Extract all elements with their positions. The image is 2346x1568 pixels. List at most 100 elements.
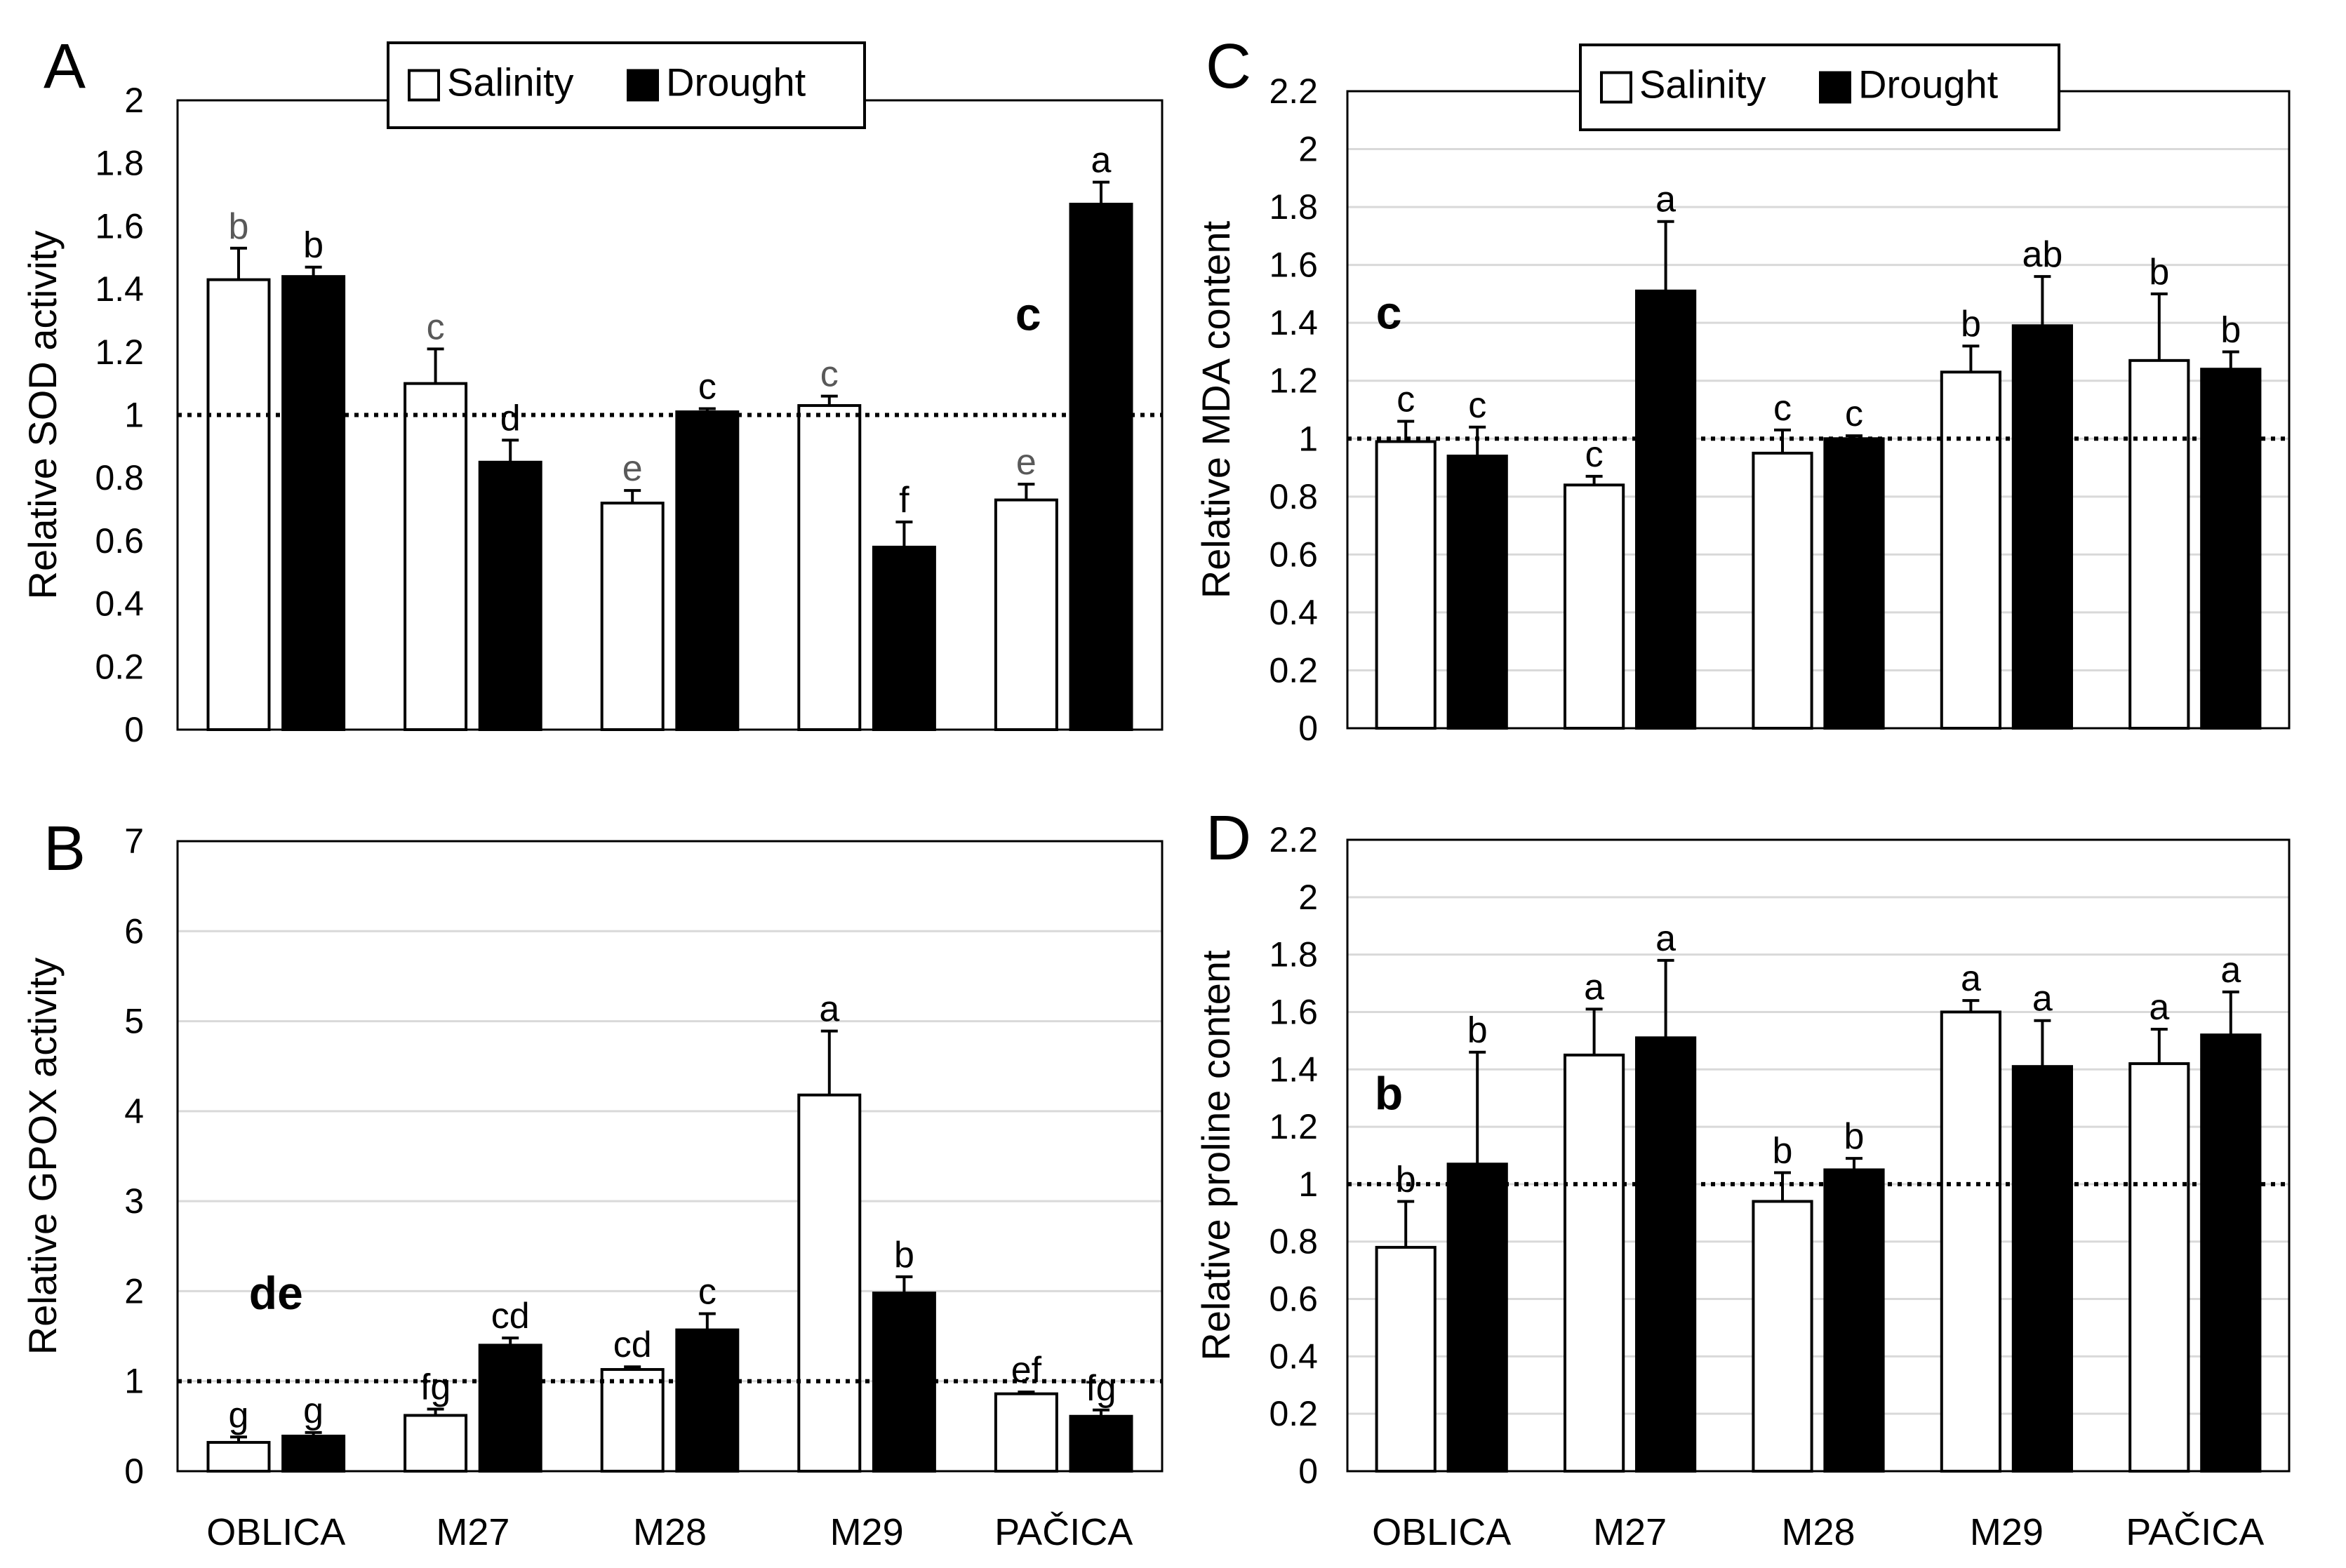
significance-letter: e (622, 448, 643, 489)
salinity-bar (1752, 1200, 1813, 1473)
y-tick-label: 2 (1298, 130, 1318, 169)
significance-letter: b (1773, 1131, 1793, 1172)
y-tick-label: 1.8 (95, 144, 144, 183)
drought-bar (675, 410, 740, 731)
salinity-bar (206, 278, 271, 731)
y-tick-label: 1.4 (1269, 1050, 1318, 1089)
y-tick-label: 5 (124, 1002, 144, 1041)
significance-letter: a (819, 989, 839, 1030)
significance-letter: cd (613, 1325, 652, 1365)
x-category-label: M29 (830, 1511, 904, 1553)
significance-letter: a (1655, 180, 1676, 220)
y-tick-label: 0.4 (1269, 593, 1318, 632)
salinity-bar (2128, 359, 2190, 730)
salinity-bar (1375, 1245, 1437, 1473)
salinity-bar (994, 1392, 1058, 1473)
significance-letter: c (427, 307, 445, 347)
significance-letter: a (2149, 987, 2169, 1028)
legend-label-drought: Drought (1858, 62, 1999, 107)
drought-bar (872, 545, 936, 731)
x-category-label: OBLICA (1372, 1511, 1511, 1553)
panel-c-mda-chart: 0 0.2 0.4 0.6 0.8 1 1.2 1.4 1.6 1.8 2 2.2 Relative M… (1194, 43, 2291, 748)
significance-letter: f (899, 480, 909, 521)
significance-letter: b (303, 225, 324, 266)
significance-letter: c (698, 1272, 717, 1313)
salinity-bar (600, 1368, 665, 1473)
significance-letter: fg (420, 1367, 451, 1407)
y-axis-label: Relative MDA content (1194, 220, 1238, 598)
y-tick-label: 1.8 (1269, 935, 1318, 974)
significance-letter: fg (1086, 1368, 1116, 1409)
salinity-bar (2128, 1062, 2190, 1473)
salinity-bar (994, 498, 1058, 731)
significance-letter: a (1091, 140, 1112, 181)
legend-box (387, 41, 866, 129)
legend-swatch-drought (1819, 71, 1851, 104)
legend-swatch-drought (627, 69, 659, 102)
panel-d-proline-chart: 0 0.2 0.4 0.6 0.8 1 1.2 1.4 1.6 1.8 2 2.2 Relative p… (1194, 820, 2291, 1553)
legend-swatch-salinity (408, 69, 440, 102)
drought-bar (478, 1343, 542, 1473)
salinity-bar (1564, 1053, 1625, 1473)
drought-bar (1069, 203, 1133, 731)
significance-letter: c (820, 354, 839, 395)
y-tick-label: 0 (1298, 709, 1318, 748)
panel-a-sod-chart: 0 0.2 0.4 0.6 0.8 1 1.2 1.4 1.6 1.8 2 Relative SOD … (20, 41, 1164, 749)
salinity-bar (404, 382, 468, 732)
plot-frame (176, 840, 1164, 1473)
drought-bar (478, 460, 542, 732)
y-axis-label: Relative GPOX activity (20, 958, 65, 1355)
y-tick-label: 1.6 (95, 206, 144, 246)
y-tick-label: 2.2 (1269, 820, 1318, 859)
y-tick-label: 0.4 (1269, 1336, 1318, 1376)
y-axis-label: Relative proline content (1194, 950, 1238, 1361)
legend-label-salinity: Salinity (1639, 62, 1766, 107)
panel-annotation: c (1376, 286, 1402, 338)
y-tick-label: 0 (124, 1452, 144, 1491)
salinity-bar (1375, 440, 1437, 730)
drought-bar (1446, 455, 1508, 730)
significance-letter: b (229, 206, 249, 247)
y-axis-label: Relative SOD activity (20, 231, 65, 600)
significance-letter: a (1961, 958, 1981, 999)
y-tick-label: 0.6 (1269, 535, 1318, 574)
y-tick-label: 1 (1298, 1165, 1318, 1204)
y-tick-label: 0.4 (95, 584, 144, 624)
significance-letter: a (2220, 950, 2241, 991)
y-tick-label: 1.2 (1269, 361, 1318, 401)
y-tick-label: 0.2 (1269, 1394, 1318, 1433)
panel-b-gpox-chart: 0 1 2 3 4 5 6 7 Relative GPOX activity OBLICA M27 M… (20, 822, 1164, 1553)
significance-letter: cd (491, 1296, 530, 1336)
x-category-label: M28 (633, 1511, 707, 1553)
significance-letter: b (1467, 1010, 1488, 1051)
drought-bar (1069, 1414, 1133, 1473)
panel-label-c: C (1206, 32, 1251, 102)
significance-letter: b (2220, 309, 2241, 350)
significance-letter: b (1396, 1159, 1416, 1200)
y-tick-label: 1.2 (1269, 1107, 1318, 1146)
x-category-label: PAČICA (2126, 1511, 2264, 1553)
y-tick-label: 1.4 (95, 269, 144, 309)
significance-letter: a (1655, 918, 1676, 959)
significance-letter: ab (2022, 234, 2062, 275)
significance-letter: e (1016, 442, 1037, 483)
salinity-bar (404, 1414, 468, 1473)
y-tick-label: 1.6 (1269, 246, 1318, 285)
drought-bar (281, 275, 346, 732)
x-category-label: M27 (1593, 1511, 1667, 1553)
drought-bar (1634, 289, 1697, 730)
y-tick-label: 1.6 (1269, 992, 1318, 1031)
x-category-label: M28 (1781, 1511, 1855, 1553)
y-tick-label: 7 (124, 822, 144, 861)
y-tick-label: 4 (124, 1092, 144, 1131)
legend: Salinity Drought (1579, 43, 2060, 131)
panel-label-d: D (1206, 803, 1251, 873)
significance-letter: c (698, 367, 717, 408)
y-tick-label: 0 (1298, 1452, 1318, 1491)
panel-label-a: A (44, 32, 86, 102)
y-tick-label: 2 (1298, 878, 1318, 917)
x-category-label: OBLICA (206, 1511, 345, 1553)
y-tick-label: 0.6 (1269, 1280, 1318, 1319)
y-tick-label: 0.2 (95, 647, 144, 686)
